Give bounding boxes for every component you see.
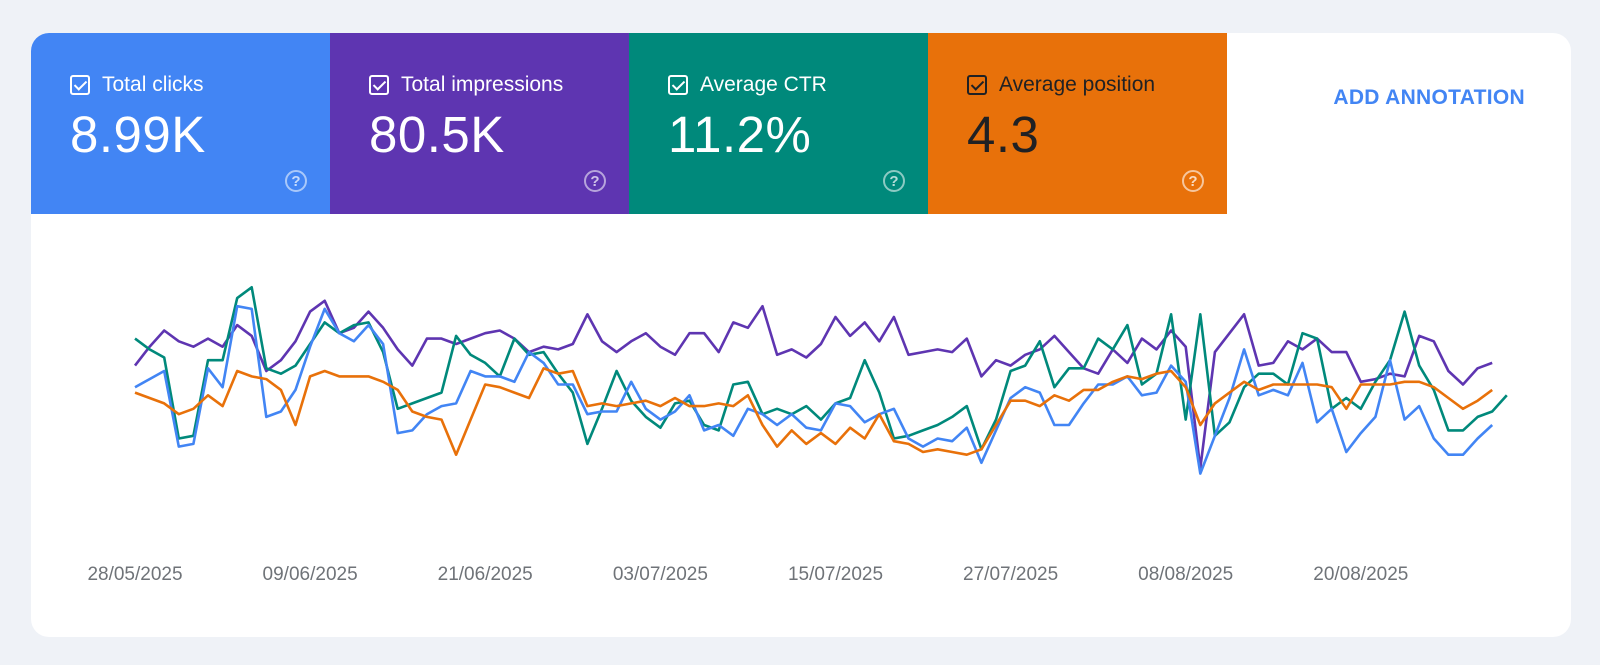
x-tick-label: 15/07/2025 — [788, 564, 883, 585]
x-tick-label: 08/08/2025 — [1138, 564, 1233, 585]
series-line-ctr — [134, 286, 1508, 451]
add-annotation-button[interactable]: ADD ANNOTATION — [1333, 86, 1525, 109]
tile-value: 4.3 — [967, 106, 1040, 163]
performance-card: 28/05/2025 09/06/2025 21/06/2025 03/07/2025… — [31, 33, 1571, 637]
x-tick-label: 20/08/2025 — [1313, 564, 1408, 585]
x-tick-label: 09/06/2025 — [263, 564, 358, 585]
checkbox-checked-icon[interactable] — [967, 75, 987, 95]
series-line-position — [134, 366, 1493, 457]
tile-total-impressions[interactable]: Total impressions 80.5K ? — [330, 33, 629, 214]
tile-label: Total impressions — [401, 73, 564, 96]
series-line-impressions — [133, 299, 1493, 470]
metric-tiles: Total clicks 8.99K ? Total impressions 8… — [31, 33, 1227, 214]
tile-label: Total clicks — [102, 73, 204, 96]
series-line-clicks — [134, 304, 1494, 475]
checkbox-checked-icon[interactable] — [369, 75, 389, 95]
help-icon[interactable]: ? — [1182, 170, 1204, 192]
performance-line-chart: 28/05/2025 09/06/2025 21/06/2025 03/07/2025… — [87, 286, 1508, 585]
help-icon[interactable]: ? — [285, 170, 307, 192]
tile-value: 11.2% — [668, 106, 812, 163]
x-tick-label: 21/06/2025 — [438, 564, 533, 585]
tile-average-position[interactable]: Average position 4.3 ? — [928, 33, 1227, 214]
help-icon[interactable]: ? — [883, 170, 905, 192]
checkbox-checked-icon[interactable] — [70, 75, 90, 95]
tile-total-clicks[interactable]: Total clicks 8.99K ? — [31, 33, 330, 214]
tile-label: Average CTR — [700, 73, 827, 96]
tile-label: Average position — [999, 73, 1156, 96]
tile-value: 80.5K — [369, 106, 505, 163]
help-icon[interactable]: ? — [584, 170, 606, 192]
tile-value: 8.99K — [70, 106, 206, 163]
x-tick-label: 28/05/2025 — [87, 564, 182, 585]
x-tick-label: 03/07/2025 — [613, 564, 708, 585]
checkbox-checked-icon[interactable] — [668, 75, 688, 95]
x-tick-label: 27/07/2025 — [963, 564, 1058, 585]
tile-average-ctr[interactable]: Average CTR 11.2% ? — [629, 33, 928, 214]
